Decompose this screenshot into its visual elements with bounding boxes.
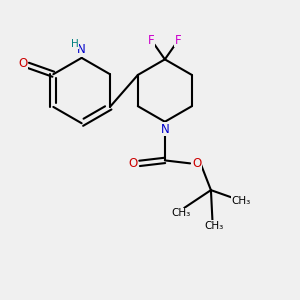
Text: N: N xyxy=(160,123,169,136)
Text: O: O xyxy=(128,157,138,170)
Text: O: O xyxy=(18,57,27,70)
Text: CH₃: CH₃ xyxy=(204,221,224,231)
Text: CH₃: CH₃ xyxy=(172,208,191,218)
Text: F: F xyxy=(148,34,155,46)
Text: N: N xyxy=(77,43,86,56)
Text: O: O xyxy=(192,157,201,170)
Text: H: H xyxy=(71,39,79,49)
Text: F: F xyxy=(175,34,181,46)
Text: CH₃: CH₃ xyxy=(231,196,250,206)
